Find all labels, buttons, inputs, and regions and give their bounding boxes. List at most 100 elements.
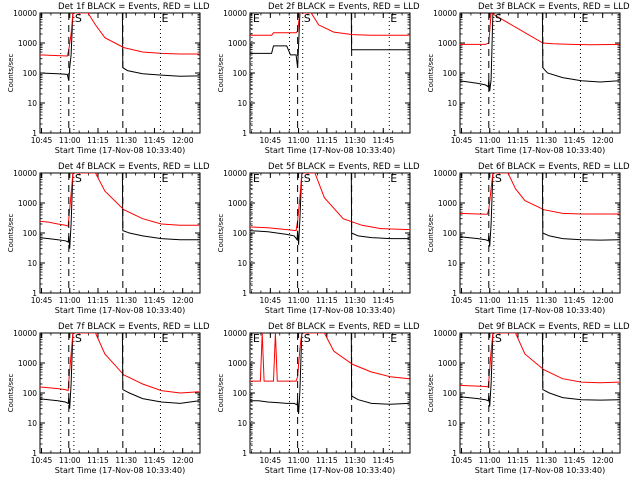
y-tick-label: 10000 bbox=[223, 169, 247, 178]
x-tick-label: 11:45 bbox=[144, 456, 166, 465]
x-tick-label: 11:30 bbox=[344, 296, 366, 305]
x-axis-title: Start Time (17-Nov-08 10:33:40) bbox=[475, 146, 605, 155]
y-tick-label: 10 bbox=[447, 419, 457, 428]
x-tick-label: 11:45 bbox=[372, 136, 394, 145]
x-tick-label: 10:45 bbox=[31, 456, 53, 465]
y-tick-label: 10 bbox=[27, 99, 37, 108]
x-tick-label: 11:00 bbox=[59, 296, 81, 305]
chart-panel-2: Det 2f BLACK = Events, RED = LLD 1 10 100 10… bbox=[217, 2, 420, 155]
x-tick-label: 11:00 bbox=[288, 456, 310, 465]
y-tick-label: 100 bbox=[443, 229, 458, 238]
series-group bbox=[40, 333, 200, 409]
x-tick-label: 11:00 bbox=[288, 136, 310, 145]
x-tick-label: 11:30 bbox=[535, 136, 557, 145]
marker-label: S bbox=[75, 172, 82, 185]
y-tick-label: 100 bbox=[443, 69, 458, 78]
series-line-lld bbox=[40, 13, 200, 57]
x-tick-label: 10:45 bbox=[260, 136, 282, 145]
x-axis-title: Start Time (17-Nov-08 10:33:40) bbox=[265, 146, 395, 155]
x-tick-label: 10:45 bbox=[451, 136, 473, 145]
x-tick-label: 10:45 bbox=[31, 136, 53, 145]
y-tick-label: 100 bbox=[443, 389, 458, 398]
series-group bbox=[250, 333, 410, 415]
y-tick-label: 10 bbox=[27, 419, 37, 428]
plot-frame bbox=[459, 332, 621, 454]
marker-label: E bbox=[581, 332, 588, 345]
x-tick-label: 11:15 bbox=[316, 456, 338, 465]
chart-title: Det 4f BLACK = Events, RED = LLD bbox=[58, 162, 210, 172]
x-axis-title: Start Time (17-Nov-08 10:33:40) bbox=[265, 306, 395, 315]
y-tick-label: 1000 bbox=[438, 359, 457, 368]
x-tick-label: 11:45 bbox=[144, 136, 166, 145]
marker-label: S bbox=[304, 172, 311, 185]
chart-title: Det 1f BLACK = Events, RED = LLD bbox=[58, 2, 210, 12]
series-line-events bbox=[40, 173, 200, 249]
series-line-lld bbox=[460, 333, 620, 388]
x-tick-label: 11:00 bbox=[479, 456, 501, 465]
y-tick-label: 10000 bbox=[13, 169, 37, 178]
series-line-events bbox=[40, 333, 200, 409]
y-tick-label: 1 bbox=[32, 449, 37, 458]
y-tick-label: 100 bbox=[23, 69, 38, 78]
y-tick-label: 1 bbox=[32, 289, 37, 298]
y-tick-label: 10000 bbox=[223, 329, 247, 338]
chart-title: Det 8f BLACK = Events, RED = LLD bbox=[268, 322, 420, 332]
marker-label: S bbox=[304, 332, 311, 345]
chart-panel-9: Det 9f BLACK = Events, RED = LLD 1 10 100 10… bbox=[427, 322, 630, 475]
x-axis-title: Start Time (17-Nov-08 10:33:40) bbox=[265, 466, 395, 475]
series-line-events bbox=[460, 13, 620, 92]
y-axis-title: Counts/sec bbox=[427, 54, 435, 93]
marker-label: E bbox=[253, 12, 260, 25]
y-axis-title: Counts/sec bbox=[217, 374, 225, 413]
x-tick-label: 10:45 bbox=[31, 296, 53, 305]
y-tick-label: 10 bbox=[237, 99, 247, 108]
y-tick-label: 10000 bbox=[433, 329, 457, 338]
chart-panel-6: Det 6f BLACK = Events, RED = LLD 1 10 100 10… bbox=[427, 162, 630, 315]
x-tick-label: 11:15 bbox=[507, 136, 529, 145]
x-tick-label: 11:30 bbox=[344, 456, 366, 465]
marker-label: E bbox=[253, 332, 260, 345]
marker-label: E bbox=[161, 12, 168, 25]
y-tick-label: 1 bbox=[242, 289, 247, 298]
y-tick-label: 10 bbox=[447, 99, 457, 108]
y-tick-label: 100 bbox=[233, 389, 248, 398]
series-line-events bbox=[250, 333, 410, 415]
series-line-lld bbox=[250, 173, 410, 232]
chart-panel-3: Det 3f BLACK = Events, RED = LLD 1 10 100 10… bbox=[427, 2, 630, 155]
x-tick-label: 11:30 bbox=[344, 136, 366, 145]
marker-label: E bbox=[390, 12, 397, 25]
x-axis-title: Start Time (17-Nov-08 10:33:40) bbox=[475, 466, 605, 475]
chart-title: Det 3f BLACK = Events, RED = LLD bbox=[478, 2, 630, 12]
chart-panel-8: Det 8f BLACK = Events, RED = LLD 1 10 100 10… bbox=[217, 322, 420, 475]
x-tick-label: 11:00 bbox=[288, 296, 310, 305]
marker-label: E bbox=[390, 172, 397, 185]
y-tick-label: 1000 bbox=[228, 199, 247, 208]
x-tick-label: 11:00 bbox=[59, 456, 81, 465]
series-group bbox=[460, 173, 620, 247]
series-line-events bbox=[460, 173, 620, 247]
chart-title: Det 2f BLACK = Events, RED = LLD bbox=[268, 2, 420, 12]
x-tick-label: 11:15 bbox=[316, 136, 338, 145]
x-tick-label: 11:00 bbox=[59, 136, 81, 145]
y-tick-label: 1000 bbox=[228, 359, 247, 368]
marker-label: S bbox=[75, 332, 82, 345]
y-axis-title: Counts/sec bbox=[7, 54, 15, 93]
y-tick-label: 10 bbox=[237, 419, 247, 428]
marker-label: S bbox=[75, 12, 82, 25]
y-tick-label: 100 bbox=[233, 229, 248, 238]
series-group bbox=[460, 333, 620, 407]
series-group bbox=[460, 13, 620, 92]
x-tick-label: 11:45 bbox=[564, 296, 586, 305]
y-tick-label: 10 bbox=[447, 259, 457, 268]
x-tick-label: 11:45 bbox=[372, 456, 394, 465]
x-tick-label: 11:15 bbox=[87, 136, 109, 145]
x-tick-label: 11:00 bbox=[479, 136, 501, 145]
y-tick-label: 1 bbox=[452, 449, 457, 458]
marker-label: E bbox=[161, 172, 168, 185]
series-line-events bbox=[40, 13, 200, 81]
marker-label: S bbox=[495, 12, 502, 25]
series-line-events bbox=[250, 173, 410, 245]
chart-panel-4: Det 4f BLACK = Events, RED = LLD 1 10 100 10… bbox=[7, 162, 210, 315]
series-line-lld bbox=[40, 173, 200, 227]
x-tick-label: 11:30 bbox=[115, 136, 137, 145]
